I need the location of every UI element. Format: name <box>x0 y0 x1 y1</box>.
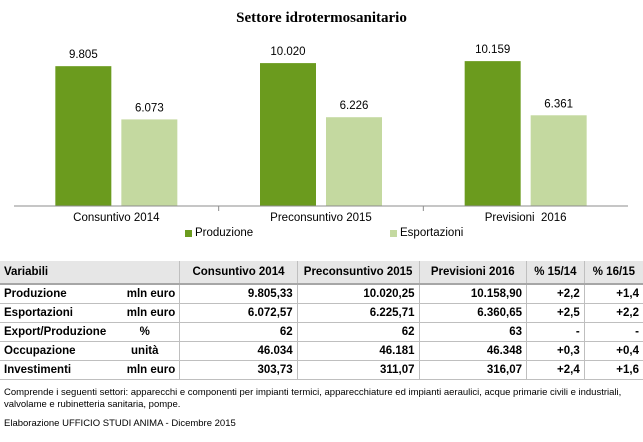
table-cell: 303,73 <box>179 360 298 380</box>
data-label-produzione-1: 10.020 <box>270 46 305 58</box>
table-cell: +2,2 <box>526 284 585 304</box>
bar-chart: 9.805 6.073 10.020 6.226 10.159 6.361 Consunt… <box>14 44 628 224</box>
legend-item-esportazioni: Esportazioni <box>390 227 463 239</box>
table-cell: 10.020,25 <box>296 284 420 304</box>
table-row: Investimenti mln euro 303,73 311,07 316,… <box>0 360 643 380</box>
x-tick-label: Previsioni 2016 <box>485 212 567 224</box>
table-cell: +1,4 <box>583 284 643 304</box>
table-cell: Export/Produzione <box>0 322 111 342</box>
table-cell: +2,5 <box>526 303 585 323</box>
table-cell: 9.805,33 <box>179 284 298 304</box>
data-label-produzione-0: 9.805 <box>69 49 98 61</box>
table-header: Consuntivo 2014 <box>179 261 298 285</box>
bar-produzione-2 <box>464 61 521 206</box>
table-cell: - <box>583 322 643 342</box>
table-cell: mln euro <box>110 303 180 323</box>
table-cell: +1,6 <box>583 360 643 380</box>
table-cell: 6.072,57 <box>179 303 298 323</box>
table-cell: 62 <box>296 322 420 342</box>
x-tick-label: Consuntivo 2014 <box>73 212 160 224</box>
table-cell: 6.225,71 <box>296 303 420 323</box>
table-cell: +2,4 <box>526 360 585 380</box>
table-cell: Produzione <box>0 284 111 304</box>
footnote: Comprende i seguenti settori: apparecchi… <box>4 387 622 410</box>
table-cell: 63 <box>418 322 527 342</box>
table-cell: 311,07 <box>296 360 420 380</box>
table-cell: 10.158,90 <box>418 284 527 304</box>
table-cell: 316,07 <box>418 360 527 380</box>
x-tick-label: Preconsuntivo 2015 <box>270 212 372 224</box>
table-header: % 15/14 <box>526 261 585 285</box>
table-row: Export/Produzione % 62 62 63 - - <box>0 322 643 342</box>
table-header: % 16/15 <box>583 261 643 285</box>
table-cell: unità <box>110 341 180 361</box>
table-cell: +0,3 <box>526 341 585 361</box>
table-cell: 46.034 <box>179 341 298 361</box>
bar-produzione-0 <box>55 66 112 206</box>
bar-esportazioni-2 <box>530 115 587 206</box>
table-cell: Esportazioni <box>0 303 111 323</box>
legend-swatch-esportazioni <box>390 229 397 237</box>
table-header: Previsioni 2016 <box>418 261 527 285</box>
legend-label-esportazioni: Esportazioni <box>400 227 464 239</box>
table-row: Produzione mln euro 9.805,33 10.020,25 1… <box>0 284 643 304</box>
table-cell: - <box>526 322 585 342</box>
data-label-produzione-2: 10.159 <box>475 44 510 56</box>
table-cell: mln euro <box>110 284 180 304</box>
bar-produzione-1 <box>260 63 316 207</box>
table-header: Variabili <box>0 261 111 285</box>
table-row: Occupazione unità 46.034 46.181 46.348 +… <box>0 341 643 361</box>
table-header: Preconsuntivo 2015 <box>296 261 420 285</box>
table-cell: 62 <box>179 322 298 342</box>
source-note: Elaborazione UFFICIO STUDI ANIMA - Dicem… <box>4 418 236 429</box>
table-header-row: Variabili Consuntivo 2014 Preconsuntivo … <box>0 261 643 285</box>
data-table: Variabili Consuntivo 2014 Preconsuntivo … <box>0 261 643 380</box>
data-label-esportazioni-2: 6.361 <box>544 98 573 110</box>
table-header <box>110 261 180 285</box>
table-row: Esportazioni mln euro 6.072,57 6.225,71 … <box>0 303 643 323</box>
table-cell: Investimenti <box>0 360 111 380</box>
table-cell: % <box>110 322 180 342</box>
data-label-esportazioni-0: 6.073 <box>135 102 164 114</box>
table-cell: 46.181 <box>296 341 420 361</box>
table-cell: Occupazione <box>0 341 111 361</box>
legend-item-produzione: Produzione <box>185 227 253 239</box>
legend-swatch-produzione <box>185 229 192 237</box>
table-cell: mln euro <box>110 360 180 380</box>
data-label-esportazioni-1: 6.226 <box>340 100 369 112</box>
bar-esportazioni-0 <box>121 119 178 206</box>
bar-esportazioni-1 <box>326 117 382 206</box>
table-cell: 46.348 <box>418 341 527 361</box>
chart-title: Settore idrotermosanitario <box>236 10 407 26</box>
table-cell: +2,2 <box>583 303 643 323</box>
table-cell: 6.360,65 <box>418 303 527 323</box>
table-cell: +0,4 <box>583 341 643 361</box>
legend-label-produzione: Produzione <box>195 227 254 239</box>
